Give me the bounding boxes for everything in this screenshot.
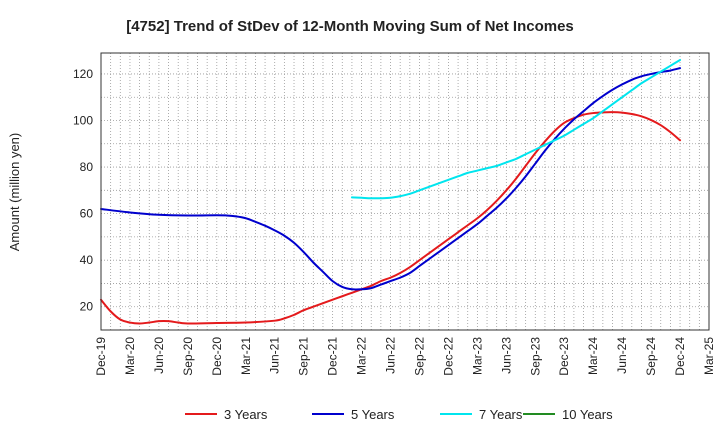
y-tick-label: 40 — [80, 253, 94, 267]
x-tick-label: Dec-20 — [210, 337, 224, 376]
x-tick-label: Sep-23 — [528, 337, 542, 376]
x-tick-label: Dec-21 — [326, 337, 340, 376]
x-tick-label: Dec-24 — [673, 337, 687, 376]
legend-label-7-years: 7 Years — [479, 407, 523, 422]
series-line-7-years — [350, 58, 682, 200]
x-tick-label: Jun-24 — [615, 337, 629, 374]
x-tick-label: Dec-19 — [94, 337, 108, 376]
x-tick-label: Sep-20 — [181, 337, 195, 376]
x-tick-label: Dec-23 — [557, 337, 571, 376]
x-tick-label: Jun-22 — [384, 337, 398, 374]
x-tick-label: Mar-23 — [470, 337, 484, 375]
x-tick-label: Sep-21 — [297, 337, 311, 376]
x-tick-label: Jun-23 — [499, 337, 513, 374]
x-tick-label: Mar-22 — [355, 337, 369, 375]
series-line-3-years — [100, 111, 682, 325]
x-tick-label: Sep-24 — [644, 337, 658, 376]
x-tick-label: Jun-20 — [152, 337, 166, 374]
plot-area: 20 40 60 80 100 120 Dec-19 Mar-20 Jun-20 Sep-20 De… — [73, 52, 716, 376]
x-tick-label: Mar-24 — [586, 337, 600, 375]
series-line-5-years — [100, 67, 682, 291]
legend-label-5-years: 5 Years — [351, 407, 395, 422]
y-tick-label: 60 — [80, 207, 94, 221]
y-axis-label: Amount (million yen) — [7, 133, 22, 252]
plot-border — [100, 52, 710, 331]
chart-title: [4752] Trend of StDev of 12-Month Moving… — [126, 18, 574, 35]
y-tick-label: 120 — [73, 67, 93, 81]
x-tick-label: Dec-22 — [441, 337, 455, 376]
x-tick-label: Sep-22 — [412, 337, 426, 376]
x-tick-label: Jun-21 — [268, 337, 282, 374]
legend-label-3-years: 3 Years — [224, 407, 268, 422]
y-tick-label: 80 — [80, 160, 94, 174]
legend-label-10-years: 10 Years — [562, 407, 613, 422]
legend: 3 Years 5 Years 7 Years 10 Years — [185, 407, 613, 422]
y-tick-label: 100 — [73, 114, 93, 128]
x-tick-label: Mar-21 — [239, 337, 253, 375]
y-tick-label: 20 — [80, 300, 94, 314]
x-tick-label: Mar-20 — [123, 337, 137, 375]
plot-background — [101, 53, 709, 330]
x-tick-label: Mar-25 — [702, 337, 716, 375]
